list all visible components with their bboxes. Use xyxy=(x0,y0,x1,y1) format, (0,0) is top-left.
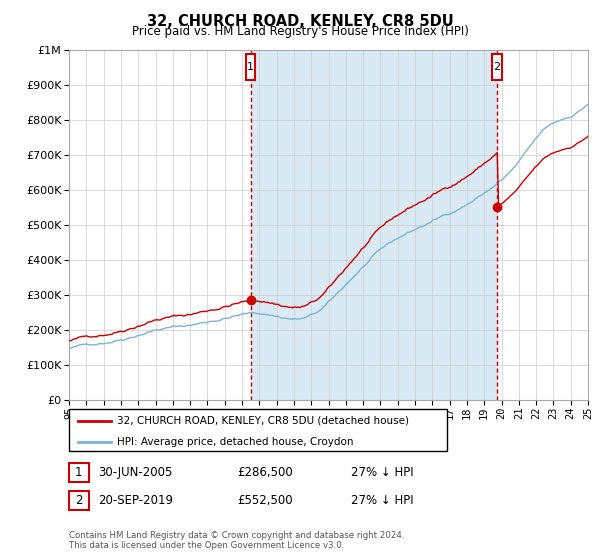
Text: 27% ↓ HPI: 27% ↓ HPI xyxy=(351,494,413,507)
Bar xyxy=(493,54,502,80)
Text: 27% ↓ HPI: 27% ↓ HPI xyxy=(351,466,413,479)
Text: 32, CHURCH ROAD, KENLEY, CR8 5DU (detached house): 32, CHURCH ROAD, KENLEY, CR8 5DU (detach… xyxy=(117,416,409,426)
Text: Contains HM Land Registry data © Crown copyright and database right 2024.
This d: Contains HM Land Registry data © Crown c… xyxy=(69,530,404,550)
Text: £552,500: £552,500 xyxy=(237,494,293,507)
Text: Price paid vs. HM Land Registry's House Price Index (HPI): Price paid vs. HM Land Registry's House … xyxy=(131,25,469,38)
Text: 1: 1 xyxy=(247,62,254,72)
Text: 1: 1 xyxy=(75,466,83,479)
Bar xyxy=(251,50,497,400)
Text: 20-SEP-2019: 20-SEP-2019 xyxy=(98,494,173,507)
Bar xyxy=(246,54,256,80)
Text: 2: 2 xyxy=(494,62,501,72)
Text: £286,500: £286,500 xyxy=(237,466,293,479)
Text: 30-JUN-2005: 30-JUN-2005 xyxy=(98,466,172,479)
Text: HPI: Average price, detached house, Croydon: HPI: Average price, detached house, Croy… xyxy=(117,437,353,446)
Text: 2: 2 xyxy=(75,494,83,507)
Text: 32, CHURCH ROAD, KENLEY, CR8 5DU: 32, CHURCH ROAD, KENLEY, CR8 5DU xyxy=(146,14,454,29)
